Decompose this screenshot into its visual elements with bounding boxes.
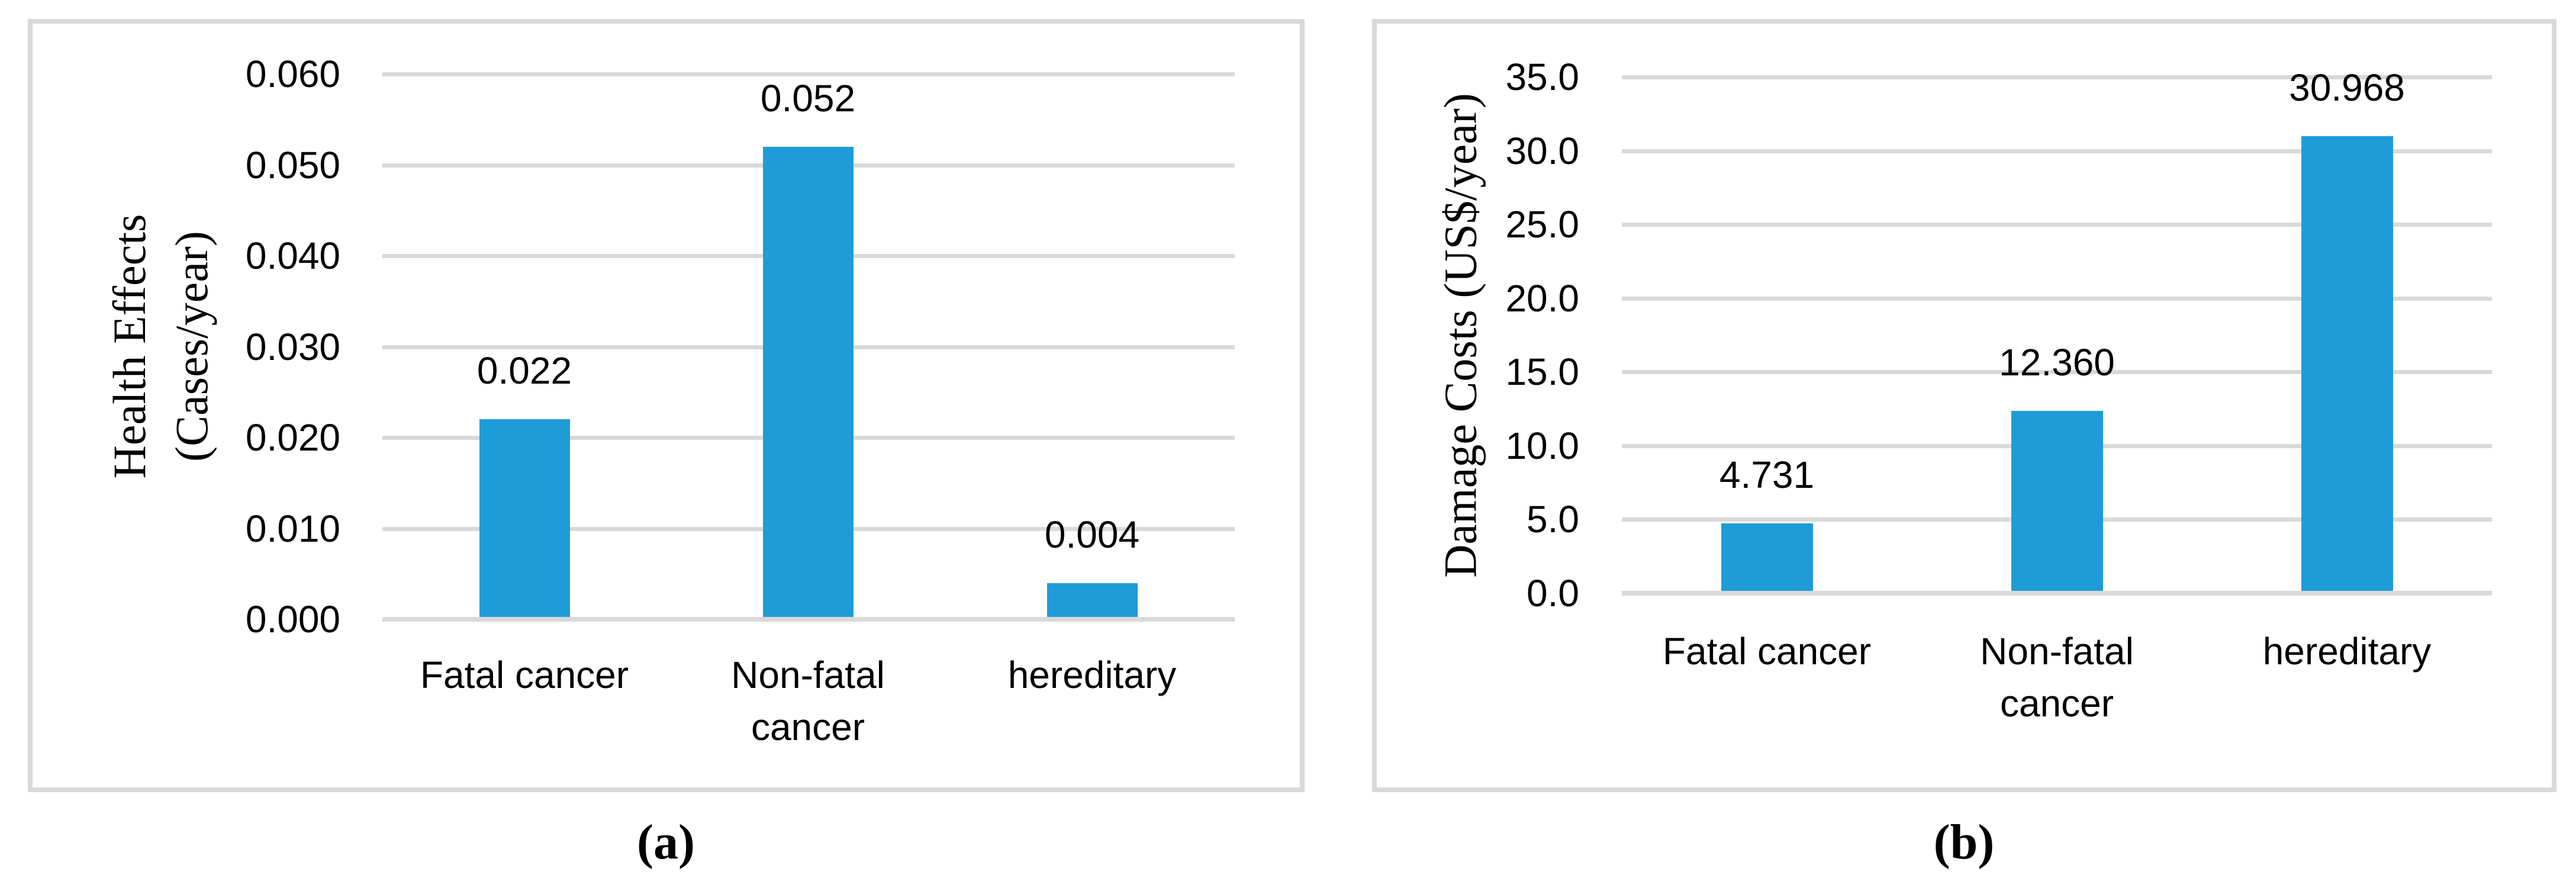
subfigure-caption-a: (a) xyxy=(637,815,695,870)
x-category-label: Non-fatal xyxy=(1980,630,2134,673)
bar-data-label: 0.052 xyxy=(760,77,856,120)
x-category-label: Fatal cancer xyxy=(420,654,629,696)
bar xyxy=(2011,411,2103,591)
y-tick-label: 10.0 xyxy=(1505,424,1579,467)
y-tick-label: 20.0 xyxy=(1505,277,1579,320)
bar xyxy=(1721,523,1813,591)
bar-data-label: 12.360 xyxy=(1999,341,2115,384)
y-gridline xyxy=(1622,370,2492,374)
y-tick-label: 0.040 xyxy=(245,234,340,277)
x-axis-line xyxy=(1622,591,2492,596)
subfigure-caption-b: (b) xyxy=(1933,815,1995,870)
y-tick-label: 0.020 xyxy=(245,416,340,459)
y-gridline xyxy=(382,72,1235,76)
bar-data-label: 30.968 xyxy=(2289,66,2405,109)
x-category-label: hereditary xyxy=(2262,630,2432,673)
bar-data-label: 4.731 xyxy=(1719,454,1815,496)
bar-data-label: 0.022 xyxy=(476,349,572,392)
bar-data-label: 0.004 xyxy=(1044,513,1140,556)
y-gridline xyxy=(1622,75,2492,79)
y-tick-label: 5.0 xyxy=(1527,498,1579,541)
x-axis-line xyxy=(382,617,1235,622)
x-category-label: cancer xyxy=(751,706,865,748)
x-category-label: Non-fatal xyxy=(731,654,885,696)
y-gridline xyxy=(1622,297,2492,301)
x-category-label: Fatal cancer xyxy=(1662,630,1872,673)
y-tick-label: 35.0 xyxy=(1505,56,1579,98)
y-tick-label: 0.060 xyxy=(245,53,340,95)
x-category-label: hereditary xyxy=(1007,654,1177,696)
bar xyxy=(1047,583,1138,617)
y-tick-label: 0.0 xyxy=(1527,572,1579,615)
bar xyxy=(763,147,854,617)
y-gridline xyxy=(1622,223,2492,227)
y-tick-label: 0.000 xyxy=(245,598,340,641)
y-tick-label: 25.0 xyxy=(1505,203,1579,246)
chart-panel xyxy=(28,19,1305,792)
y-tick-label: 0.030 xyxy=(245,326,340,368)
y-tick-label: 0.050 xyxy=(245,144,340,186)
x-category-label: cancer xyxy=(1999,682,2114,725)
bar xyxy=(479,419,570,617)
y-gridline xyxy=(1622,149,2492,153)
y-tick-label: 15.0 xyxy=(1505,350,1579,393)
bar xyxy=(2301,136,2393,591)
y-tick-label: 0.010 xyxy=(245,507,340,550)
y-axis-title: Damage Costs (US$/year) xyxy=(1434,93,1486,578)
y-tick-label: 30.0 xyxy=(1505,130,1579,172)
